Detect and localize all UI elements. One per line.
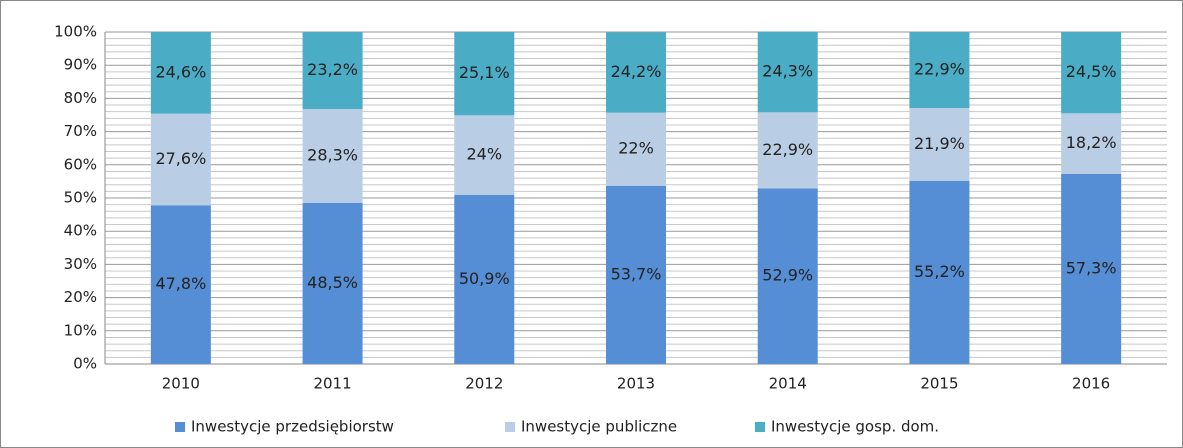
- y-tick-label: 0%: [73, 355, 97, 373]
- bar-segment: [606, 185, 666, 364]
- x-tick-label: 2011: [313, 375, 351, 393]
- y-tick-label: 100%: [54, 23, 97, 41]
- bar-segment: [302, 202, 363, 364]
- value-label: 50,9%: [459, 269, 510, 288]
- bar-segment: [150, 113, 211, 206]
- x-tick-label: 2012: [465, 375, 503, 393]
- bar-segment: [454, 32, 515, 116]
- bar-segment: [757, 112, 818, 189]
- value-label: 24%: [467, 145, 503, 164]
- value-label: 47,8%: [155, 274, 206, 293]
- y-tick-label: 40%: [64, 222, 97, 240]
- x-tick-label: 2014: [769, 375, 807, 393]
- value-label: 57,3%: [1066, 258, 1117, 277]
- value-label: 22,9%: [762, 140, 813, 159]
- value-label: 27,6%: [155, 149, 206, 168]
- value-label: 22,9%: [914, 60, 965, 79]
- legend-label: Inwestycje gosp. dom.: [771, 418, 939, 436]
- value-label: 53,7%: [611, 264, 662, 283]
- bar-segment: [302, 32, 363, 110]
- value-label: 24,6%: [155, 62, 206, 81]
- x-tick-label: 2010: [162, 375, 200, 393]
- bar-segment: [909, 32, 970, 109]
- y-tick-label: 50%: [64, 189, 97, 207]
- value-label: 18,2%: [1066, 133, 1117, 152]
- value-label: 25,1%: [459, 63, 510, 82]
- bar-segment: [757, 188, 818, 364]
- y-tick-label: 90%: [64, 56, 97, 74]
- value-label: 22%: [618, 139, 654, 158]
- value-label: 23,2%: [307, 60, 358, 79]
- bar-segment: [302, 109, 363, 203]
- bar-segment: [1061, 173, 1122, 364]
- y-tick-label: 20%: [64, 288, 97, 306]
- value-label: 28,3%: [307, 146, 358, 165]
- legend-swatch: [755, 422, 765, 432]
- y-tick-label: 30%: [64, 255, 97, 273]
- x-tick-label: 2013: [617, 375, 655, 393]
- value-label: 21,9%: [914, 134, 965, 153]
- bar-segment: [909, 180, 970, 364]
- bar-segment: [150, 205, 211, 364]
- value-label: 48,5%: [307, 273, 358, 292]
- legend-label: Inwestycje przedsiębiorstw: [191, 418, 394, 436]
- value-label: 24,5%: [1066, 62, 1117, 81]
- bar-segment: [454, 195, 515, 364]
- bar-segment: [606, 112, 666, 186]
- legend-swatch: [505, 422, 515, 432]
- bar-segment: [150, 32, 211, 114]
- value-label: 55,2%: [914, 262, 965, 281]
- value-label: 24,3%: [762, 62, 813, 81]
- bar-segment: [757, 31, 818, 113]
- bar-segment: [1061, 113, 1122, 174]
- x-tick-label: 2015: [920, 375, 958, 393]
- value-label: 52,9%: [762, 266, 813, 285]
- legend-swatch: [175, 422, 185, 432]
- y-tick-label: 80%: [64, 89, 97, 107]
- bar-segment: [909, 108, 970, 181]
- bar-segment: [454, 115, 515, 196]
- x-tick-label: 2016: [1072, 375, 1110, 393]
- y-tick-label: 70%: [64, 122, 97, 140]
- value-label: 24,2%: [611, 62, 662, 81]
- legend-label: Inwestycje publiczne: [521, 418, 677, 436]
- y-tick-label: 10%: [64, 321, 97, 339]
- bar-segment: [606, 32, 666, 113]
- y-tick-label: 60%: [64, 155, 97, 173]
- bar-segment: [1061, 32, 1122, 114]
